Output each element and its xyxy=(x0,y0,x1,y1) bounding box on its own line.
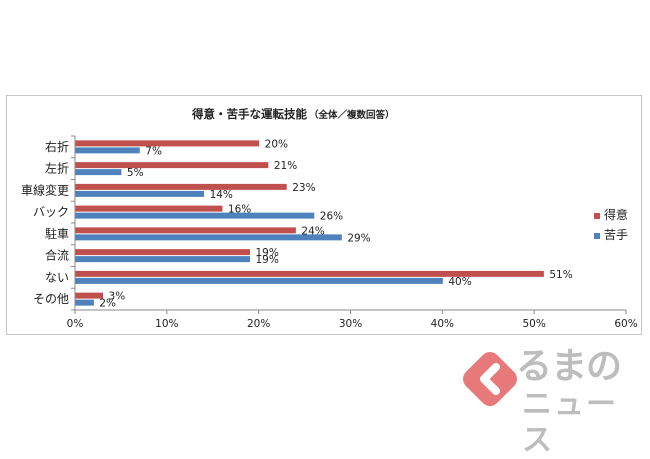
category-label: 駐車 xyxy=(45,226,69,241)
bar-chart: 得意・苦手な運転技能 （全体／複数回答） 0% 10% 20% 30% 40% 50% 60… xyxy=(21,107,638,330)
chart-frame: 得意・苦手な運転技能 （全体／複数回答） 0% 10% 20% 30% 40% 50% 60… xyxy=(6,95,642,335)
data-label: 5% xyxy=(127,167,144,179)
category-label: ない xyxy=(45,270,69,284)
logo-mark-icon xyxy=(463,352,517,406)
bar-nigate xyxy=(75,234,342,241)
chart-title: 得意・苦手な運転技能 xyxy=(191,107,307,121)
legend-label: 得意 xyxy=(604,207,628,222)
kurumanonews-logo: るまの ニュース xyxy=(460,345,645,458)
legend-label: 苦手 xyxy=(604,228,628,242)
category-label: その他 xyxy=(33,292,69,306)
data-label: 21% xyxy=(274,160,297,172)
bar-tokui xyxy=(75,292,104,299)
bar-nigate xyxy=(75,212,315,219)
bar-tokui xyxy=(75,227,296,234)
bar-nigate xyxy=(75,277,443,284)
data-label: 19% xyxy=(255,247,278,259)
bar-tokui xyxy=(75,249,250,256)
x-tick-label: 10% xyxy=(155,318,178,330)
data-label: 19% xyxy=(255,254,278,266)
bar-tokui xyxy=(75,183,287,190)
category-label: 右折 xyxy=(45,139,69,154)
logo-text-top: るまの xyxy=(516,346,622,387)
bar-nigate xyxy=(75,169,122,176)
bar-nigate xyxy=(75,147,140,154)
plot-area: 0% 10% 20% 30% 40% 50% 60% 右折 20% 7% 左折 21% 5% 車線変更 23… xyxy=(21,135,638,330)
data-label: 14% xyxy=(210,189,233,201)
bar-nigate xyxy=(75,190,205,197)
data-label: 29% xyxy=(347,232,370,244)
x-tick-label: 30% xyxy=(339,318,362,330)
legend-swatch xyxy=(594,233,600,239)
logo-text-bottom: ニュース xyxy=(522,387,618,458)
x-tick-label: 20% xyxy=(247,318,270,330)
legend-swatch xyxy=(594,213,600,219)
bar-tokui xyxy=(75,205,223,212)
x-tick-label: 40% xyxy=(431,318,454,330)
data-label: 7% xyxy=(145,145,162,157)
data-label: 2% xyxy=(99,298,116,310)
bar-tokui xyxy=(75,162,269,169)
bar-nigate xyxy=(75,256,250,263)
category-label: 左折 xyxy=(45,161,69,176)
data-label: 51% xyxy=(549,269,572,281)
x-tick-label: 50% xyxy=(522,318,545,330)
category-label: バック xyxy=(33,205,69,219)
bar-nigate xyxy=(75,299,94,306)
bar-tokui xyxy=(75,270,544,277)
category-label: 合流 xyxy=(45,248,69,263)
data-label: 3% xyxy=(109,291,126,303)
data-label: 23% xyxy=(292,182,315,194)
data-label: 26% xyxy=(320,211,343,223)
data-label: 40% xyxy=(448,276,471,288)
category-label: 車線変更 xyxy=(21,182,69,197)
bar-tokui xyxy=(75,140,260,147)
chart-subtitle: （全体／複数回答） xyxy=(309,109,395,121)
data-label: 20% xyxy=(265,138,288,150)
x-tick-label: 0% xyxy=(67,318,84,330)
x-tick-label: 60% xyxy=(614,318,637,330)
